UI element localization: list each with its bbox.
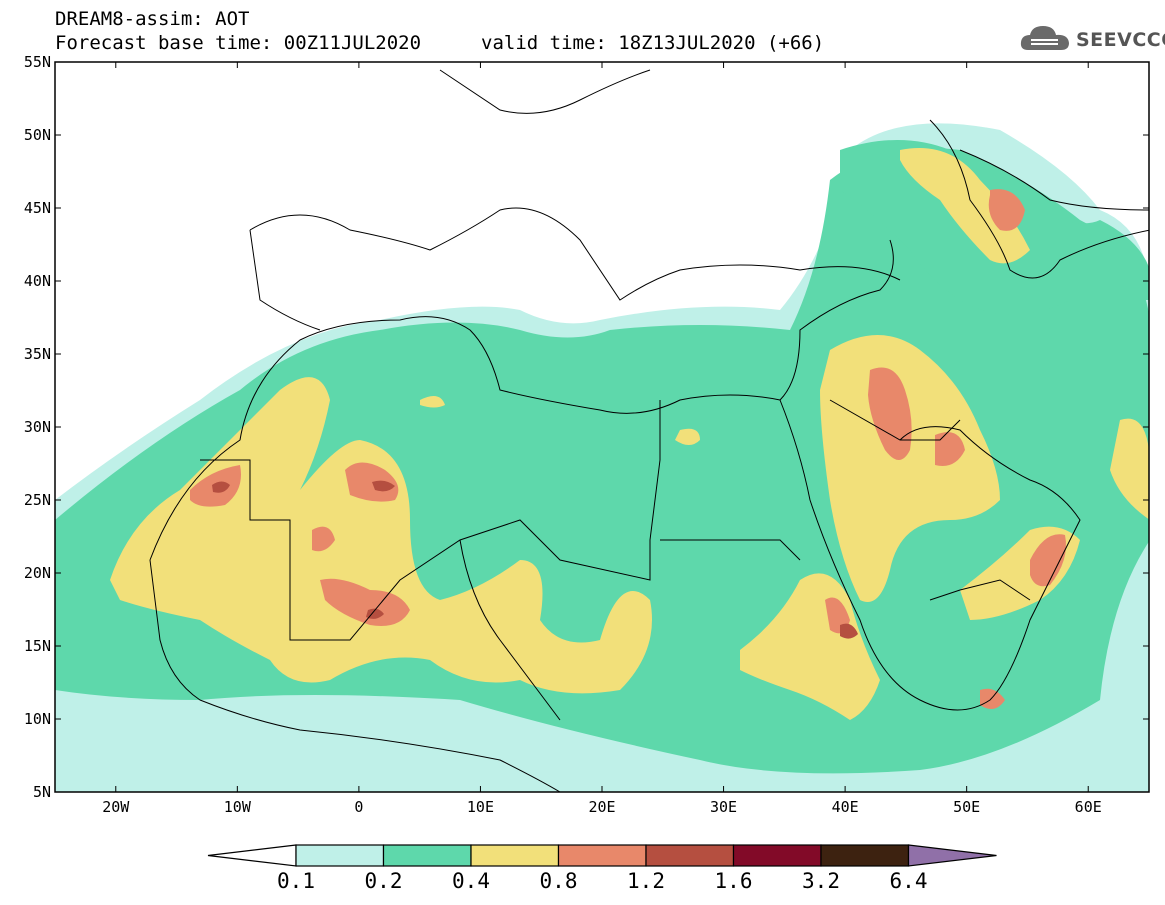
lon-tick-label: 40E [832,798,859,816]
lat-tick-label: 45N [24,199,51,217]
colorbar-segment [470,844,560,867]
lat-tick-label: 20N [24,564,51,582]
colorbar-tick-label: 0.4 [452,869,490,893]
lat-tick-label: 35N [24,345,51,363]
colorbar-over-arrow [907,844,997,867]
lon-tick-label: 0 [354,798,363,816]
base-time-label: Forecast base time: 00Z11JUL2020 [55,32,422,54]
colorbar-segment [645,844,735,867]
colorbar-tick-label: 6.4 [890,869,928,893]
lon-tick-label: 60E [1075,798,1102,816]
lon-tick-label: 10E [467,798,494,816]
lon-tick-label: 50E [953,798,980,816]
colorbar-tick-label: 3.2 [802,869,840,893]
lat-tick-label: 55N [24,53,51,71]
longitude-axis: 20W 10W 0 10E 20E 30E 40E 50E 60E [102,62,1102,816]
colorbar-segment [382,844,472,867]
colorbar: 0.1 0.2 0.4 0.8 1.2 1.6 3.2 6.4 [207,844,997,893]
colorbar-tick-label: 0.8 [540,869,578,893]
aot-field [55,123,1149,792]
colorbar-segment [557,844,647,867]
lon-tick-label: 20W [102,798,130,816]
coastlines [149,69,1149,792]
lat-tick-label: 30N [24,418,51,436]
aot-band-1.2 [212,480,858,639]
valid-time-label: valid time: 18Z13JUL2020 (+66) [481,32,825,54]
lat-tick-label: 40N [24,272,51,290]
colorbar-segment [732,844,822,867]
lat-tick-label: 25N [24,491,51,509]
colorbar-tick-label: 1.6 [715,869,753,893]
aot-band-0.8 [190,189,1066,709]
latitude-axis: 55N 50N 45N 40N 35N 30N 25N 20N 15N 10N 5N [24,53,1149,801]
logo-text: SEEVCCC [1076,29,1165,51]
lat-tick-label: 10N [24,710,51,728]
colorbar-tick-label: 0.1 [277,869,315,893]
lon-tick-label: 10W [224,798,252,816]
lon-tick-label: 20E [588,798,615,816]
cloud-icon [1020,26,1069,50]
seevccc-logo: SEEVCCC [1018,22,1165,56]
lat-tick-label: 15N [24,637,51,655]
lon-tick-label: 30E [710,798,737,816]
colorbar-segment [820,844,910,867]
colorbar-tick-label: 0.2 [365,869,403,893]
colorbar-segment [295,844,385,867]
lat-tick-label: 50N [24,126,51,144]
lat-tick-label: 5N [33,783,51,801]
aot-band-0.4 [110,148,1149,720]
colorbar-under-arrow [207,844,297,867]
map-title: DREAM8-assim: AOT [55,8,250,30]
colorbar-tick-label: 1.2 [627,869,665,893]
